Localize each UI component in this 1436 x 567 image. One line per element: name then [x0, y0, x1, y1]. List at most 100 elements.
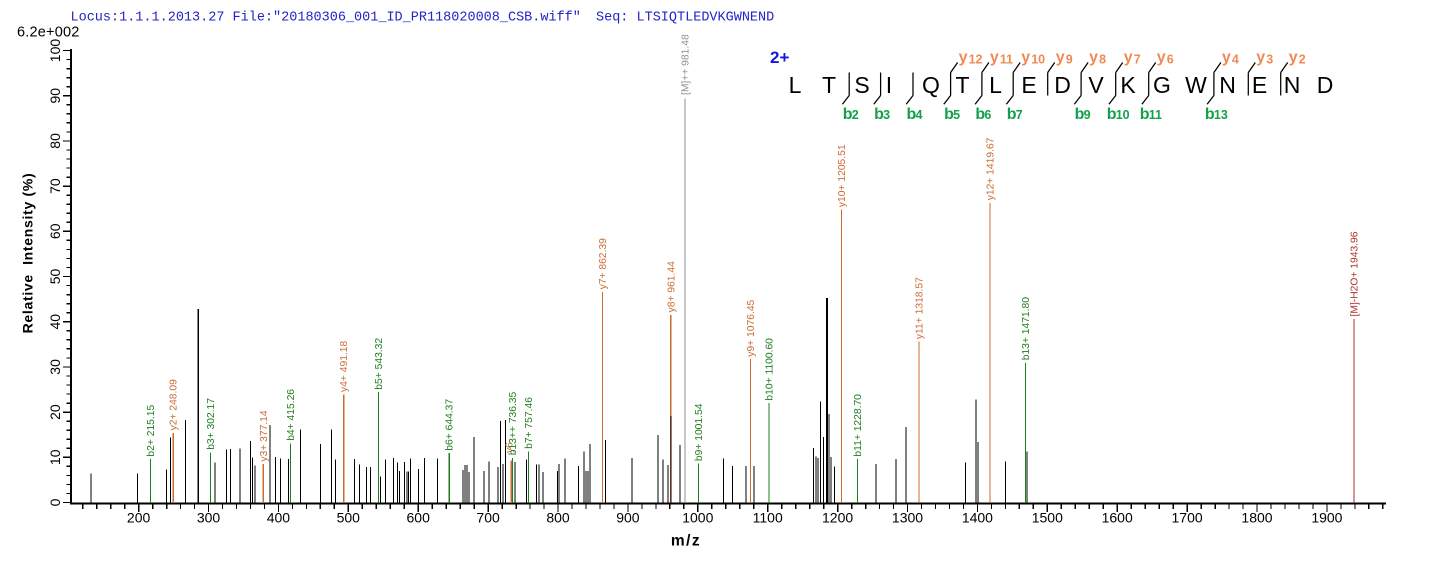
- svg-text:b10+ 1100.60: b10+ 1100.60: [765, 338, 776, 401]
- svg-text:N: N: [1219, 72, 1236, 98]
- svg-text:1000: 1000: [682, 510, 713, 526]
- svg-text:W: W: [1185, 72, 1207, 98]
- svg-text:y8+ 961.44: y8+ 961.44: [666, 261, 677, 313]
- svg-text:b: b: [874, 106, 884, 123]
- svg-text:y3+ 377.14: y3+ 377.14: [259, 410, 270, 462]
- svg-text:10: 10: [1116, 108, 1130, 122]
- svg-text:700: 700: [476, 510, 500, 526]
- svg-text:b7+ 757.46: b7+ 757.46: [524, 397, 535, 449]
- svg-text:500: 500: [337, 510, 361, 526]
- svg-text:D: D: [1317, 72, 1334, 98]
- svg-text:b5+ 543.32: b5+ 543.32: [374, 338, 385, 390]
- svg-text:5: 5: [953, 108, 960, 122]
- svg-text:2: 2: [1299, 53, 1306, 67]
- svg-text:6.2e+002: 6.2e+002: [17, 25, 79, 41]
- svg-text:y: y: [1021, 49, 1030, 66]
- svg-text:200: 200: [127, 510, 151, 526]
- svg-text:E: E: [1021, 72, 1036, 98]
- svg-text:1300: 1300: [892, 510, 923, 526]
- svg-text:0: 0: [47, 498, 63, 506]
- svg-text:b: b: [1007, 106, 1017, 123]
- svg-text:11: 11: [1149, 108, 1162, 122]
- svg-text:1100: 1100: [753, 510, 783, 526]
- svg-text:b: b: [907, 106, 917, 123]
- svg-text:20: 20: [47, 404, 63, 420]
- svg-text:4: 4: [916, 108, 923, 122]
- svg-text:70: 70: [47, 178, 63, 194]
- svg-text:1800: 1800: [1241, 510, 1272, 526]
- svg-text:L: L: [989, 72, 1002, 98]
- svg-text:13: 13: [1214, 108, 1228, 122]
- svg-text:100: 100: [47, 39, 63, 63]
- svg-text:G: G: [1153, 72, 1171, 98]
- svg-text:y9+ 1076.45: y9+ 1076.45: [746, 299, 757, 356]
- svg-text:y: y: [1124, 49, 1133, 66]
- svg-text:800: 800: [546, 510, 570, 526]
- svg-text:D: D: [1054, 72, 1071, 98]
- svg-text:7: 7: [1016, 108, 1023, 122]
- svg-text:y10+ 1205.51: y10+ 1205.51: [837, 144, 848, 207]
- svg-text:b6+ 644.37: b6+ 644.37: [445, 399, 456, 451]
- svg-text:9: 9: [1084, 108, 1091, 122]
- svg-text:y: y: [1222, 49, 1231, 66]
- svg-text:b3+ 302.17: b3+ 302.17: [206, 398, 217, 450]
- svg-text:1600: 1600: [1102, 510, 1133, 526]
- svg-text:Relative Intensity (%): Relative Intensity (%): [20, 173, 36, 334]
- svg-text:T: T: [955, 72, 969, 98]
- svg-text:b: b: [1075, 106, 1085, 123]
- svg-text:50: 50: [47, 269, 63, 285]
- svg-text:1700: 1700: [1172, 510, 1203, 526]
- svg-text:y: y: [990, 49, 999, 66]
- svg-text:V: V: [1088, 72, 1104, 98]
- svg-text:Q: Q: [922, 72, 940, 98]
- svg-text:y11+ 1318.57: y11+ 1318.57: [915, 277, 926, 339]
- svg-text:y6: y6: [505, 442, 516, 453]
- svg-text:S: S: [854, 72, 869, 98]
- svg-text:b13+ 1471.80: b13+ 1471.80: [1021, 297, 1032, 361]
- svg-text:900: 900: [616, 510, 640, 526]
- svg-text:y: y: [959, 49, 968, 66]
- svg-text:300: 300: [197, 510, 221, 526]
- svg-text:E: E: [1252, 72, 1267, 98]
- svg-text:N: N: [1284, 72, 1301, 98]
- svg-text:1200: 1200: [822, 510, 853, 526]
- svg-text:y: y: [1089, 49, 1098, 66]
- svg-text:2+: 2+: [770, 48, 789, 67]
- svg-text:b: b: [975, 106, 985, 123]
- svg-text:3: 3: [1266, 53, 1273, 67]
- svg-text:b2+ 215.15: b2+ 215.15: [146, 405, 157, 457]
- svg-text:b4+ 415.26: b4+ 415.26: [286, 389, 297, 441]
- svg-text:b: b: [1107, 106, 1117, 123]
- svg-text:9: 9: [1066, 53, 1073, 67]
- svg-text:[M]-H2O+ 1943.96: [M]-H2O+ 1943.96: [1350, 231, 1361, 316]
- svg-text:y: y: [1056, 49, 1065, 66]
- svg-text:y: y: [1157, 49, 1166, 66]
- svg-text:b9+ 1001.54: b9+ 1001.54: [694, 403, 705, 461]
- svg-text:y2+ 248.09: y2+ 248.09: [169, 379, 180, 431]
- svg-text:b: b: [1140, 106, 1150, 123]
- svg-text:Locus:1.1.1.2013.27 File:"2018: Locus:1.1.1.2013.27 File:"20180306_001_I…: [71, 11, 581, 26]
- svg-text:I: I: [886, 72, 892, 98]
- svg-text:6: 6: [984, 108, 991, 122]
- svg-text:4: 4: [1232, 53, 1239, 67]
- svg-text:b: b: [944, 106, 954, 123]
- svg-text:b13++ 736.35: b13++ 736.35: [508, 391, 519, 455]
- svg-text:11: 11: [1000, 53, 1013, 67]
- svg-text:1500: 1500: [1032, 510, 1063, 526]
- svg-text:2: 2: [852, 108, 859, 122]
- svg-text:b: b: [1205, 106, 1215, 123]
- svg-text:10: 10: [47, 449, 63, 465]
- svg-text:80: 80: [47, 133, 63, 149]
- svg-text:40: 40: [47, 314, 63, 330]
- svg-text:30: 30: [47, 359, 63, 375]
- svg-text:y: y: [1289, 49, 1298, 66]
- svg-text:L: L: [789, 72, 802, 98]
- svg-text:12: 12: [969, 53, 983, 67]
- svg-text:y: y: [1256, 49, 1265, 66]
- svg-text:K: K: [1120, 72, 1136, 98]
- svg-text:y7+ 862.39: y7+ 862.39: [598, 238, 609, 290]
- svg-text:7: 7: [1134, 53, 1141, 67]
- svg-text:400: 400: [267, 510, 291, 526]
- svg-text:600: 600: [407, 510, 431, 526]
- svg-text:m/z: m/z: [671, 533, 701, 550]
